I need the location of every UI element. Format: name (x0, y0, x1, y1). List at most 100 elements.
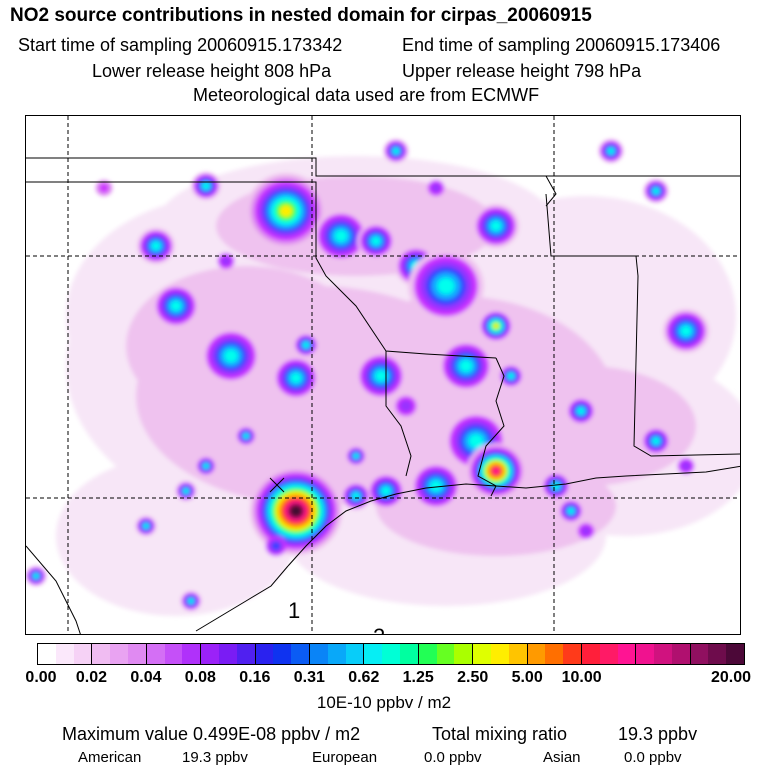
color-scale-segment (254, 644, 274, 664)
color-scale-segment (490, 644, 509, 664)
lower-release-height-label: Lower release height 808 hPa (92, 61, 332, 81)
plume-blob (98, 183, 110, 193)
plume-blob (220, 256, 232, 266)
color-scale-tick-label: 2.50 (457, 669, 489, 686)
color-scale-segment (327, 644, 346, 664)
plume-blob (371, 236, 381, 246)
color-scale-segment (218, 644, 237, 664)
european-label: European (312, 749, 378, 766)
plume-blob (271, 541, 281, 551)
plume-blob (303, 342, 309, 348)
color-scale-tick-label: 1.25 (402, 669, 434, 686)
color-scale-segment (38, 644, 56, 664)
plume-blob (393, 148, 399, 154)
background-field (476, 366, 696, 486)
color-scale-segment (599, 644, 618, 664)
color-scale-segment (73, 644, 92, 664)
color-scale-segment (145, 644, 165, 664)
asian-value: 0.0 ppbv (624, 749, 682, 766)
plume-blob (652, 437, 660, 445)
plume-blob (493, 323, 499, 329)
state-line-north2 (26, 181, 497, 359)
color-scale-segment (308, 644, 328, 664)
color-scale-segment (454, 644, 473, 664)
color-scale-segment (417, 644, 437, 664)
color-scale-tick-label: 0.31 (293, 669, 325, 686)
plume-blob (143, 523, 149, 529)
color-scale-tick-label: 20.00 (710, 669, 752, 686)
plume-blob (375, 370, 387, 382)
upper-release-height-label: Upper release height 798 hPa (402, 61, 642, 81)
color-scale-segment (526, 644, 546, 664)
start-time-label: Start time of sampling 20060915.173342 (18, 35, 343, 55)
color-scale-segment (236, 644, 255, 664)
color-scale-tick-label: 0.02 (75, 669, 108, 686)
color-scale-segment (617, 644, 636, 664)
color-scale-tick-label: 10.00 (561, 669, 602, 686)
color-scale-tick-label: 0.16 (239, 669, 271, 686)
plume-blob (437, 277, 455, 295)
plume-blob (580, 526, 592, 536)
plume-blob (291, 506, 301, 516)
plume-blob (459, 360, 473, 372)
color-scale-segment (563, 644, 581, 664)
plume-blob (151, 241, 161, 251)
plume-blob (203, 463, 209, 469)
plume-blob (568, 508, 574, 514)
color-scale-segment (399, 644, 418, 664)
lat-lon-grid (26, 116, 740, 634)
color-scale-units: 10E-10 ppbv / m2 (316, 693, 452, 712)
plume-blob (381, 486, 391, 496)
concentration-map (26, 116, 740, 634)
plume-blob (577, 407, 585, 415)
american-label: American (78, 749, 142, 766)
plume-blob (680, 325, 692, 337)
plume-blob (680, 461, 692, 471)
plume-blob (183, 488, 189, 494)
color-scale-segment (110, 644, 128, 664)
total-mixing-ratio-label: Total mixing ratio (432, 724, 568, 744)
american-value: 19.3 ppbv (182, 749, 248, 766)
color-scale-segment (708, 644, 727, 664)
color-scale-segment (436, 644, 455, 664)
color-scale-segment (363, 644, 383, 664)
boundary-lines (26, 157, 740, 634)
border-line-west (26, 545, 81, 634)
asian-label: Asian (543, 749, 581, 766)
plume-blob (608, 148, 614, 154)
river-line (477, 357, 505, 497)
color-scale-tick-label: 0.62 (348, 669, 380, 686)
site-label-2: 2 (373, 624, 385, 634)
color-scale-segment (472, 644, 491, 664)
color-scale-segment (182, 644, 201, 664)
color-scale-segment (127, 644, 146, 664)
color-scale-segment (545, 644, 564, 664)
plume-blob (468, 434, 484, 448)
map-panel: 1 2 (25, 115, 741, 635)
color-scale-segment (291, 644, 309, 664)
color-scale-segment (345, 644, 364, 664)
color-scale-tick-label: 0.04 (130, 669, 162, 686)
plume-blob (170, 300, 182, 312)
color-scale-segment (689, 644, 709, 664)
color-scale-tick-label: 0.00 (25, 669, 57, 686)
color-scale-segment (508, 644, 527, 664)
background-field (56, 456, 296, 616)
total-mixing-ratio-value: 19.3 ppbv (618, 724, 698, 744)
plume-blob (224, 349, 238, 363)
color-scale-tick-label: 0.08 (184, 669, 216, 686)
color-scale-segment (635, 644, 655, 664)
european-value: 0.0 ppbv (424, 749, 482, 766)
plume-blob (653, 188, 659, 194)
color-scale-segment (654, 644, 672, 664)
plume-blob (290, 372, 302, 384)
color-scale-segment (671, 644, 690, 664)
coast-line-south (195, 565, 289, 632)
plume-blob (430, 480, 442, 492)
color-scale-segment (55, 644, 74, 664)
plume-blob (202, 182, 210, 190)
plume-blob (33, 573, 39, 579)
maximum-value-label: Maximum value 0.499E-08 ppbv / m2 (62, 724, 361, 744)
site-label-1: 1 (288, 598, 301, 623)
plume-blob (490, 220, 502, 232)
